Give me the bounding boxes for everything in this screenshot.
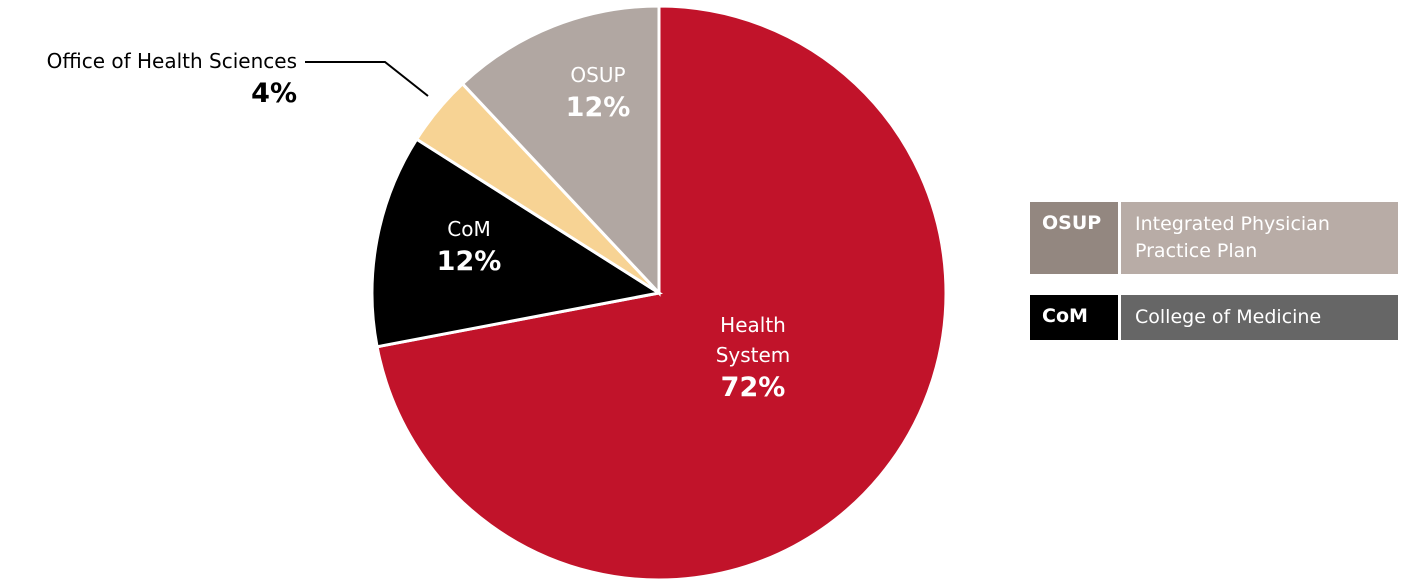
pie-slice — [370, 137, 664, 349]
slice-label: OSUP 12% — [548, 60, 648, 126]
pie-slice — [375, 4, 948, 579]
legend-text: College of Medicine — [1121, 295, 1398, 340]
slice-name: OSUP — [570, 63, 626, 87]
legend-abbr: CoM — [1030, 295, 1118, 340]
slice-label: Health System 72% — [700, 310, 806, 406]
legend-row: CoM College of Medicine — [1030, 295, 1398, 340]
slice-name: Office of Health Sciences — [46, 49, 297, 73]
slice-percent: 12% — [565, 92, 631, 123]
slice-percent: 12% — [436, 246, 502, 277]
leader-line — [305, 61, 429, 97]
legend-row: OSUP Integrated Physician Practice Plan — [1030, 202, 1398, 274]
slice-percent: 72% — [720, 372, 786, 403]
slice-name: Health System — [715, 313, 791, 367]
pie-slice — [460, 4, 661, 297]
slice-label: Office of Health Sciences 4% — [0, 46, 297, 112]
legend-text: Integrated Physician Practice Plan — [1121, 202, 1398, 274]
legend-abbr: OSUP — [1030, 202, 1118, 274]
slice-name: CoM — [447, 217, 491, 241]
slice-label: CoM 12% — [414, 214, 524, 280]
slice-percent: 4% — [251, 78, 297, 109]
